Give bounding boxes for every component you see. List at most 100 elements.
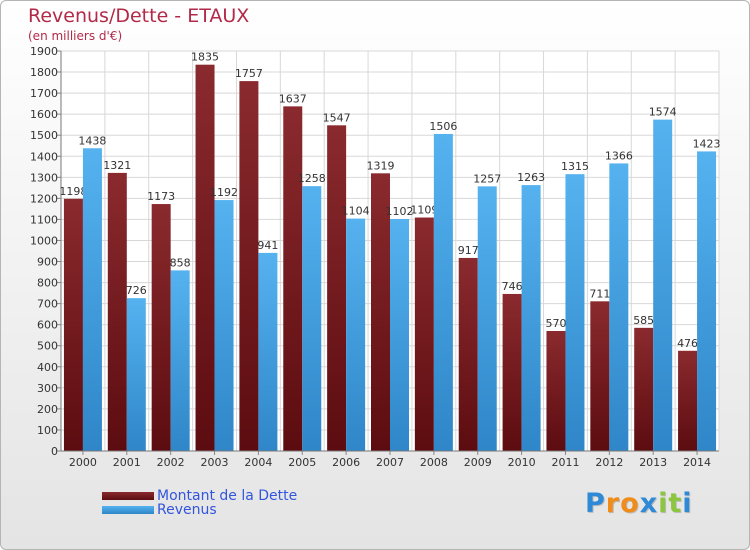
data-label-revenus: 1104 bbox=[342, 205, 370, 218]
logo-letter: i bbox=[658, 488, 669, 519]
legend-item-dette: Montant de la Dette bbox=[102, 488, 297, 504]
bar-dette bbox=[63, 198, 83, 451]
data-label-dette: 1321 bbox=[103, 159, 131, 172]
x-tick-label: 2007 bbox=[376, 456, 404, 469]
bar-dette bbox=[195, 64, 215, 452]
x-tick-label: 2008 bbox=[420, 456, 448, 469]
data-label-dette: 1319 bbox=[367, 159, 395, 172]
y-tick-label: 200 bbox=[37, 403, 58, 416]
y-tick-label: 1300 bbox=[30, 171, 58, 184]
bar-revenus bbox=[390, 219, 409, 451]
bar-dette bbox=[239, 81, 259, 452]
bar-dette bbox=[327, 125, 347, 451]
bar-revenus bbox=[126, 298, 146, 451]
legend-label-dette: Montant de la Dette bbox=[157, 488, 298, 504]
logo-letter: t bbox=[668, 488, 683, 519]
bar-dette bbox=[458, 257, 478, 451]
data-label-revenus: 1263 bbox=[517, 171, 545, 184]
y-tick-label: 400 bbox=[37, 361, 58, 374]
x-tick-label: 2014 bbox=[683, 456, 711, 469]
logo-letter: r bbox=[605, 488, 621, 519]
chart-title: Revenus/Dette - ETAUX bbox=[28, 5, 250, 27]
x-tick-label: 2009 bbox=[464, 456, 492, 469]
bar-revenus bbox=[302, 186, 322, 451]
data-label-dette: 585 bbox=[633, 314, 654, 327]
bar-revenus bbox=[653, 119, 673, 451]
x-tick-label: 2005 bbox=[288, 456, 316, 469]
bar-dette bbox=[283, 106, 303, 452]
data-label-dette: 917 bbox=[458, 244, 479, 257]
bar-dette bbox=[107, 172, 127, 452]
bar-dette bbox=[634, 327, 654, 451]
bar-dette bbox=[590, 301, 610, 451]
data-label-dette: 1547 bbox=[323, 111, 351, 124]
data-label-revenus: 1423 bbox=[693, 137, 721, 150]
bar-revenus bbox=[477, 186, 497, 452]
x-axis: 2000 2001 2002 2003 2004 2005 2006 2007 2008 2009… bbox=[61, 450, 719, 469]
y-tick-label: 100 bbox=[37, 424, 58, 437]
y-tick-label: 0 bbox=[51, 445, 58, 458]
y-tick-label: 800 bbox=[37, 277, 58, 290]
data-label-revenus: 1506 bbox=[429, 120, 457, 133]
y-tick-label: 900 bbox=[37, 256, 58, 269]
x-tick-label: 2004 bbox=[244, 456, 272, 469]
chart-subtitle: (en milliers d'€) bbox=[28, 29, 123, 43]
data-label-dette: 711 bbox=[589, 287, 610, 300]
data-label-dette: 1757 bbox=[235, 67, 263, 80]
data-label-revenus: 1258 bbox=[298, 172, 326, 185]
y-tick-label: 1000 bbox=[30, 234, 58, 247]
data-label-dette: 1637 bbox=[279, 92, 307, 105]
legend-item-revenus: Revenus bbox=[102, 502, 217, 518]
x-tick-label: 2002 bbox=[157, 456, 185, 469]
data-label-revenus: 1366 bbox=[605, 149, 633, 162]
data-label-dette: 746 bbox=[502, 280, 523, 293]
data-label-dette: 476 bbox=[677, 337, 698, 350]
data-label-dette: 570 bbox=[545, 317, 566, 330]
y-tick-label: 1600 bbox=[30, 108, 58, 121]
data-label-revenus: 941 bbox=[257, 239, 278, 252]
data-label-dette: 1173 bbox=[147, 190, 175, 203]
x-tick-label: 2010 bbox=[508, 456, 536, 469]
bar-revenus bbox=[609, 163, 629, 451]
legend-swatch-revenus bbox=[102, 506, 154, 514]
y-tick-label: 1700 bbox=[30, 87, 58, 100]
y-tick-label: 300 bbox=[37, 382, 58, 395]
legend-swatch-dette bbox=[102, 492, 154, 500]
bar-dette bbox=[371, 173, 390, 451]
legend-label-revenus: Revenus bbox=[157, 502, 217, 518]
x-tick-label: 2006 bbox=[332, 456, 360, 469]
y-tick-label: 1200 bbox=[30, 192, 58, 205]
x-tick-label: 2012 bbox=[595, 456, 623, 469]
bar-revenus bbox=[82, 148, 102, 451]
x-tick-label: 2000 bbox=[69, 456, 97, 469]
logo-letter: P bbox=[585, 488, 606, 519]
data-label-revenus: 858 bbox=[170, 256, 191, 269]
data-label-revenus: 1102 bbox=[386, 205, 414, 218]
data-label-dette: 1198 bbox=[59, 185, 87, 198]
logo-letter: x bbox=[639, 488, 659, 519]
x-tick-label: 2013 bbox=[639, 456, 667, 469]
y-tick-label: 1900 bbox=[30, 45, 58, 58]
bar-revenus bbox=[258, 252, 278, 451]
y-tick-label: 1800 bbox=[30, 66, 58, 79]
bar-revenus bbox=[433, 133, 453, 451]
y-tick-label: 1400 bbox=[30, 150, 58, 163]
bar-dette bbox=[502, 293, 522, 451]
y-axis: 0 100 200 300 400 500 600 700 800 900 1000 1100 1200… bbox=[30, 45, 62, 458]
y-tick-label: 500 bbox=[37, 340, 58, 353]
bar-revenus bbox=[214, 200, 234, 451]
data-label-revenus: 1192 bbox=[210, 186, 238, 199]
bar-revenus bbox=[170, 270, 190, 451]
x-tick-label: 2011 bbox=[551, 456, 579, 469]
y-tick-label: 600 bbox=[37, 319, 58, 332]
proxiti-logo: Proxiti bbox=[585, 488, 693, 519]
data-label-revenus: 1438 bbox=[78, 134, 106, 147]
bars: 1198 1438 1321 726 1173 858 1835 1192 1757 941 163… bbox=[59, 51, 721, 452]
bar-dette bbox=[151, 204, 171, 451]
logo-letter: i bbox=[682, 488, 693, 519]
data-label-revenus: 726 bbox=[126, 284, 147, 297]
data-label-dette: 1835 bbox=[191, 51, 219, 64]
y-tick-label: 1500 bbox=[30, 129, 58, 142]
